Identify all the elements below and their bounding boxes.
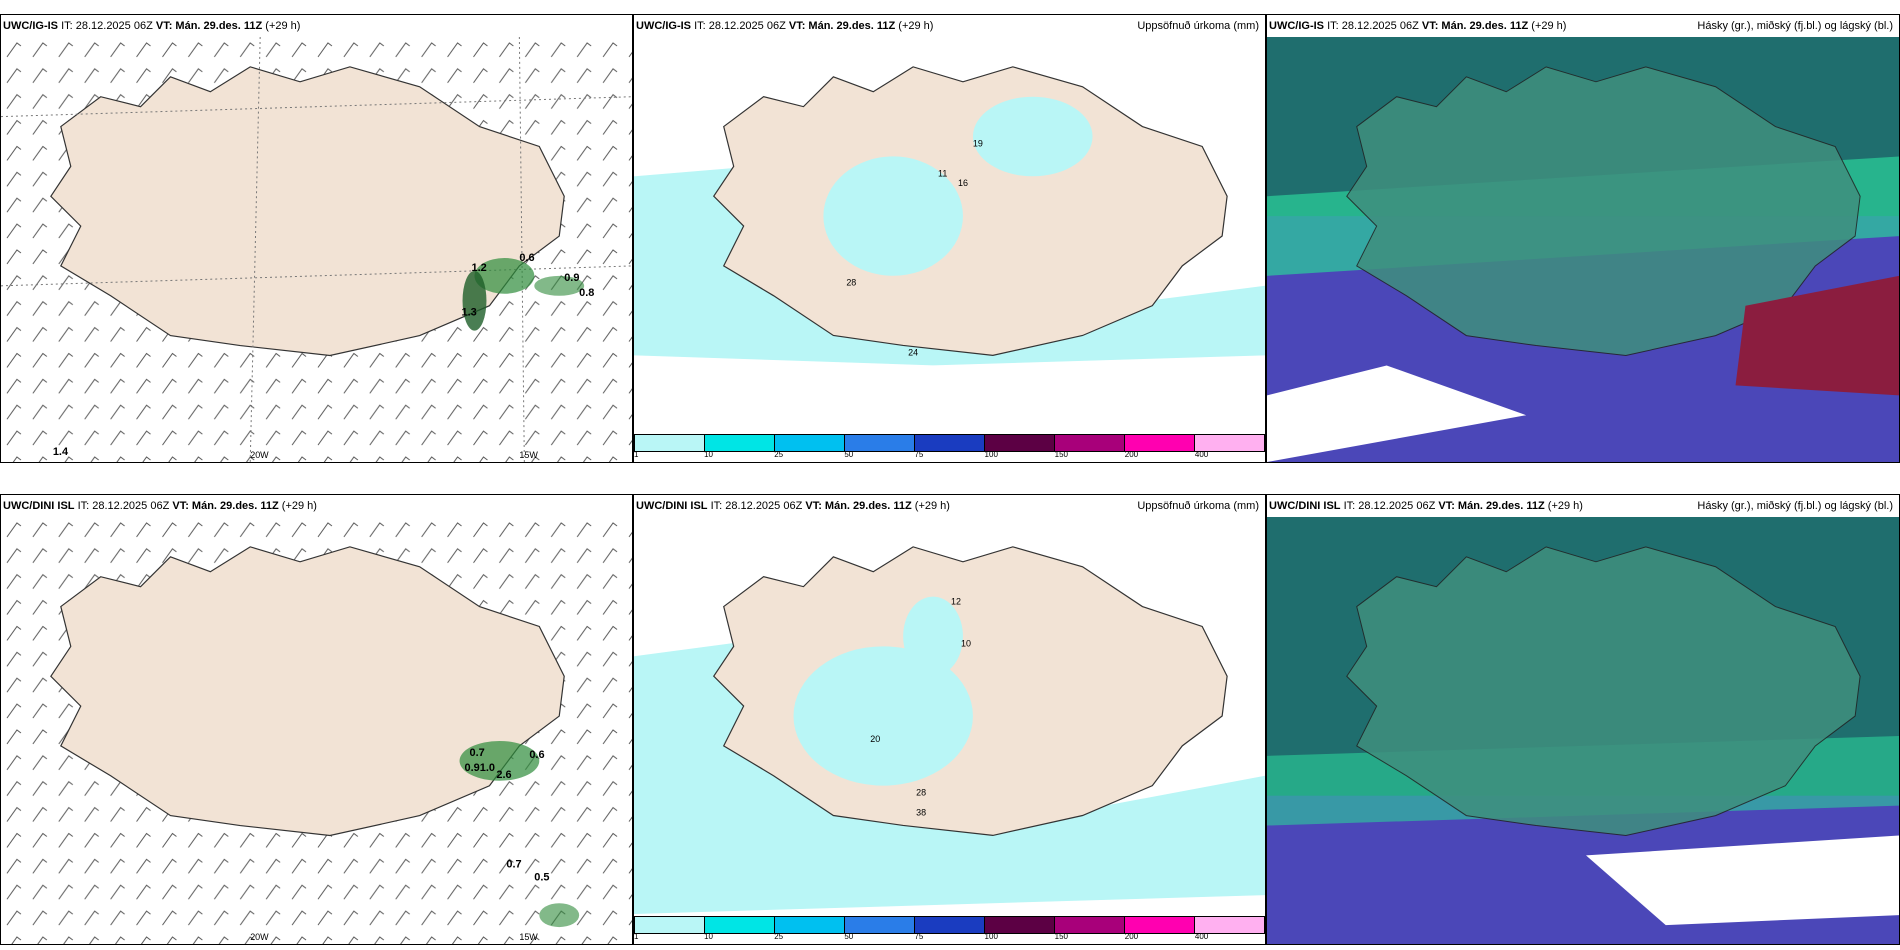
panel-header: UWC/DINI ISL IT: 28.12.2025 06Z VT: Mán.… <box>1 495 632 517</box>
colorbar-label: 400 <box>1194 450 1209 459</box>
iceland-outline <box>1346 546 1861 837</box>
precip-value: 0.6 <box>529 749 544 761</box>
iceland-outline <box>712 66 1228 356</box>
iceland-outline <box>50 546 565 837</box>
precip-value: 1.2 <box>472 262 487 274</box>
map-wind: 0.7 0.91.0 2.6 0.6 0.7 0.5 20W 15W <box>1 517 632 944</box>
precip-value: 0.9 <box>564 272 579 284</box>
lon-label: 20W <box>250 450 269 460</box>
colorbar-label: 75 <box>914 932 924 941</box>
map-clouds <box>1267 517 1899 944</box>
colorbar-swatch <box>845 435 915 451</box>
colorbar-label: 1 <box>634 450 639 459</box>
panel-clouds-dini: UWC/DINI ISL IT: 28.12.2025 06Z VT: Mán.… <box>1266 494 1900 945</box>
map-clouds <box>1267 37 1899 462</box>
colorbar: 1 10 25 50 75 100 150 200 400 <box>634 432 1265 462</box>
panel-precip-dini: UWC/DINI ISL IT: 28.12.2025 06Z VT: Mán.… <box>633 494 1266 945</box>
panel-wind-precip-igis: UWC/IG-IS IT: 28.12.2025 06Z VT: Mán. 29… <box>0 14 633 463</box>
colorbar-swatch <box>635 917 705 933</box>
colorbar-swatch <box>915 435 985 451</box>
colorbar-label: 150 <box>1054 450 1069 459</box>
panel-header: UWC/IG-IS IT: 28.12.2025 06Z VT: Mán. 29… <box>1267 15 1899 37</box>
colorbar-label: 10 <box>704 450 714 459</box>
precip-number: 38 <box>916 808 926 818</box>
panel-header: UWC/DINI ISL IT: 28.12.2025 06Z VT: Mán.… <box>634 495 1265 517</box>
precip-value: 0.7 <box>470 747 485 759</box>
precip-value: 0.6 <box>519 252 534 264</box>
colorbar-swatch <box>985 917 1055 933</box>
colorbar-swatch <box>775 917 845 933</box>
colorbar-swatch <box>1125 917 1195 933</box>
panel-wind-precip-dini: UWC/DINI ISL IT: 28.12.2025 06Z VT: Mán.… <box>0 494 633 945</box>
precip-number: 20 <box>870 734 880 744</box>
precip-value: 0.5 <box>534 871 549 883</box>
colorbar-label: 25 <box>774 450 784 459</box>
colorbar-swatch <box>1125 435 1195 451</box>
colorbar-swatch <box>705 435 775 451</box>
precip-number: 12 <box>951 597 961 607</box>
colorbar-swatch <box>915 917 985 933</box>
colorbar-label: 50 <box>844 932 854 941</box>
colorbar-label: 10 <box>704 932 714 941</box>
precip-number: 28 <box>846 278 856 288</box>
panel-clouds-igis: UWC/IG-IS IT: 28.12.2025 06Z VT: Mán. 29… <box>1266 14 1900 463</box>
panel-header: UWC/IG-IS IT: 28.12.2025 06Z VT: Mán. 29… <box>1 15 632 37</box>
colorbar-swatch <box>1055 917 1125 933</box>
colorbar-label: 75 <box>914 450 924 459</box>
colorbar-label: 200 <box>1124 932 1139 941</box>
colorbar-swatch <box>985 435 1055 451</box>
precip-number: 10 <box>961 638 971 648</box>
colorbar-swatch <box>845 917 915 933</box>
colorbar-label: 400 <box>1194 932 1209 941</box>
panel-header: UWC/IG-IS IT: 28.12.2025 06Z VT: Mán. 29… <box>634 15 1265 37</box>
precip-value: 0.7 <box>506 858 521 870</box>
panel-precip-igis: UWC/IG-IS IT: 28.12.2025 06Z VT: Mán. 29… <box>633 14 1266 463</box>
precip-number: 19 <box>973 138 983 148</box>
colorbar-label: 200 <box>1124 450 1139 459</box>
precip-value: 1.3 <box>462 307 477 319</box>
map-wind: 1.2 0.6 1.3 0.9 0.8 1.4 20W 15W <box>1 37 632 462</box>
precip-value: 1.4 <box>53 446 69 458</box>
colorbar-label: 150 <box>1054 932 1069 941</box>
iceland-outline <box>50 66 565 357</box>
colorbar-label: 100 <box>984 450 998 459</box>
colorbar-label: 50 <box>844 450 854 459</box>
precip-number: 24 <box>908 347 918 357</box>
colorbar: 1 10 25 50 75 100 150 200 400 <box>634 914 1265 944</box>
lon-label: 15W <box>519 450 538 460</box>
map-precip: 12 10 20 28 38 <box>634 517 1265 914</box>
colorbar-swatch <box>1055 435 1125 451</box>
precip-value: 0.8 <box>579 287 594 299</box>
colorbar-label: 1 <box>634 932 639 941</box>
precip-number: 11 <box>938 168 947 178</box>
colorbar-swatch <box>1195 435 1264 451</box>
colorbar-label: 100 <box>984 932 998 941</box>
precip-value: 2.6 <box>496 769 511 781</box>
colorbar-swatch <box>635 435 705 451</box>
precip-number: 28 <box>916 788 926 798</box>
panel-header: UWC/DINI ISL IT: 28.12.2025 06Z VT: Mán.… <box>1267 495 1899 517</box>
precip-number: 16 <box>958 178 968 188</box>
lon-label: 15W <box>519 932 538 942</box>
colorbar-label: 25 <box>774 932 784 941</box>
precip-value: 0.91.0 <box>465 762 495 774</box>
colorbar-swatch <box>705 917 775 933</box>
colorbar-swatch <box>1195 917 1264 933</box>
lon-label: 20W <box>250 932 269 942</box>
map-precip: 19 11 16 28 24 <box>634 37 1265 432</box>
iceland-outline <box>1346 66 1861 357</box>
colorbar-swatch <box>775 435 845 451</box>
